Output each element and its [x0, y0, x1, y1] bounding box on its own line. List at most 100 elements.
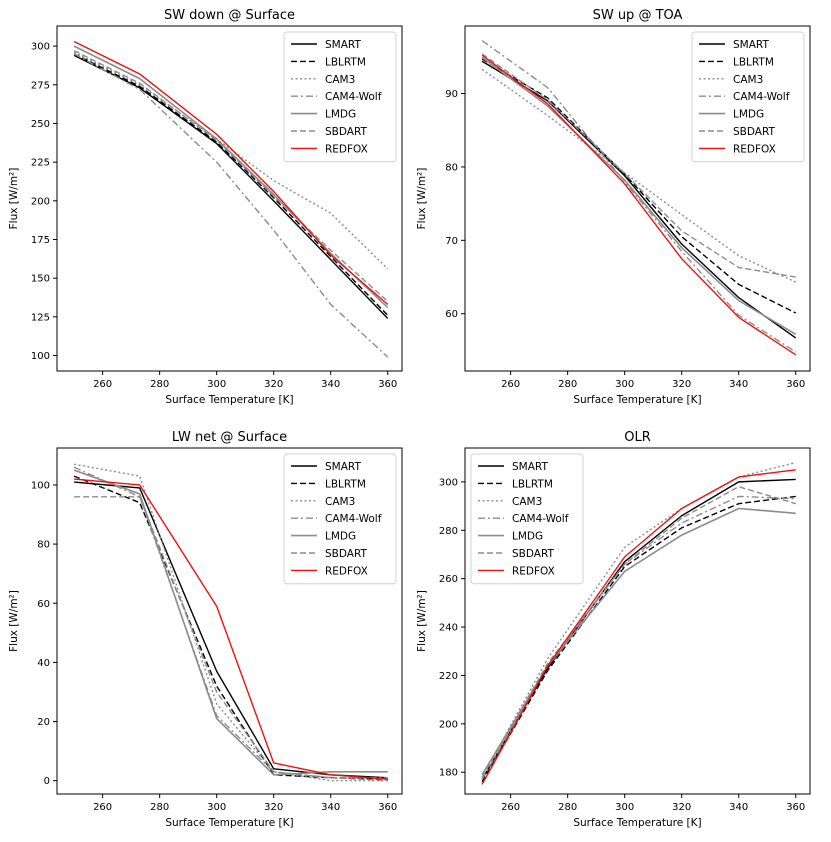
- sw-up-toa-ytick-label: 90: [445, 89, 458, 100]
- lw-net-surface-xtick-label: 280: [150, 802, 169, 813]
- sw-up-toa-xtick-label: 320: [672, 379, 691, 390]
- lw-net-surface-ytick-label: 80: [37, 540, 50, 551]
- olr-ytick-label: 180: [439, 768, 458, 779]
- olr-line-lmdg: [481, 507, 796, 776]
- lw-net-surface-ytick-label: 100: [31, 480, 50, 491]
- sw-down-surface-ytick-label: 175: [31, 235, 50, 246]
- olr-legend-label-cam3: CAM3: [512, 496, 542, 508]
- sw-up-toa-legend-label-lblrtm: LBLRTM: [733, 56, 774, 68]
- sw-down-surface-line-smart: [73, 54, 389, 319]
- olr-legend-box: [470, 453, 584, 585]
- sw-down-surface-xlabel: Surface Temperature [K]: [165, 394, 293, 406]
- sw-down-surface-series-group: [73, 40, 389, 358]
- sw-down-surface-legend: SMART LBLRTM CAM3 CAM4-Wolf LMDG SBDART REDFOX: [283, 31, 397, 163]
- lw-net-surface-xlabel: Surface Temperature [K]: [165, 817, 293, 829]
- lw-net-surface-ylabel: Flux [W/m²]: [8, 590, 20, 652]
- sw-down-surface-xtick-label: 340: [321, 379, 340, 390]
- olr-ytick-label: 200: [439, 719, 458, 730]
- sw-down-surface-xtick-label: 300: [207, 379, 226, 390]
- sw-up-toa-xlabel: Surface Temperature [K]: [573, 394, 701, 406]
- sw-up-toa-ytick-label: 70: [445, 236, 458, 247]
- sw-down-surface-line-lblrtm: [73, 53, 389, 316]
- olr-xtick-label: 320: [672, 802, 691, 813]
- olr-legend-label-sbdart: SBDART: [512, 548, 554, 560]
- lw-net-surface-line-cam3: [73, 463, 388, 782]
- lw-net-surface-ytick-label: 20: [37, 717, 50, 728]
- sw-down-surface-axes-frame: [56, 25, 403, 372]
- olr-xtick-label: 360: [786, 802, 805, 813]
- sw-up-toa-line-redfox: [481, 54, 797, 356]
- olr-legend-label-smart: SMART: [512, 461, 548, 473]
- sw-up-toa-xtick-label: 360: [786, 379, 805, 390]
- olr-ylabel: Flux [W/m²]: [416, 590, 428, 652]
- olr-xtick-label: 260: [501, 802, 520, 813]
- lw-net-surface-legend-label-smart: SMART: [325, 461, 361, 473]
- olr-title: OLR: [624, 430, 651, 445]
- sw-up-toa-line-lblrtm: [481, 58, 797, 314]
- olr-xtick-label: 300: [615, 802, 634, 813]
- sw-down-surface-legend-label-lmdg: LMDG: [325, 109, 356, 121]
- olr-line-redfox: [481, 469, 796, 785]
- olr-legend-label-lmdg: LMDG: [512, 531, 543, 543]
- lw-net-surface-legend-label-lmdg: LMDG: [325, 531, 356, 543]
- sw-up-toa-xtick-label: 280: [558, 379, 577, 390]
- olr-ytick-label: 300: [439, 477, 458, 488]
- sw-up-toa-line-cam3: [481, 68, 797, 283]
- sw-up-toa-line-smart: [481, 60, 797, 339]
- olr-ytick-label: 280: [439, 526, 458, 537]
- sw-up-toa-xtick-label: 340: [729, 379, 748, 390]
- lw-net-surface-xtick-label: 300: [207, 802, 226, 813]
- lw-net-surface-ytick-label: 40: [37, 658, 50, 669]
- lw-net-surface-line-redfox: [74, 478, 388, 780]
- olr-panel: OLR 260 280 300 320 340 360 180 200 220 240 260 280 3…: [416, 430, 811, 829]
- olr-ytick-label: 260: [439, 574, 458, 585]
- sw-down-surface-xtick-label: 260: [93, 379, 112, 390]
- sw-down-surface-xtick-label: 360: [378, 379, 397, 390]
- sw-down-surface-panel: SW down @ Surface 260 280 300 320 340 360 100 12…: [8, 8, 403, 406]
- sw-down-surface-legend-label-cam3: CAM3: [325, 74, 355, 86]
- sw-down-surface-line-cam4-wolf: [73, 53, 389, 358]
- sw-down-surface-ytick-label: 200: [31, 196, 50, 207]
- sw-down-surface-ytick-label: 100: [31, 351, 50, 362]
- lw-net-surface-legend-label-cam4-wolf: CAM4-Wolf: [325, 513, 382, 525]
- sw-up-toa-legend: SMART LBLRTM CAM3 CAM4-Wolf LMDG SBDART REDFOX: [691, 31, 805, 163]
- sw-up-toa-ylabel: Flux [W/m²]: [416, 168, 428, 230]
- olr-series-group: [481, 461, 796, 785]
- olr-line-sbdart: [481, 486, 796, 778]
- sw-down-surface-ytick-label: 250: [31, 119, 50, 130]
- sw-down-surface-legend-label-cam4-wolf: CAM4-Wolf: [325, 91, 382, 103]
- olr-legend: SMART LBLRTM CAM3 CAM4-Wolf LMDG SBDART REDFOX: [470, 453, 584, 585]
- olr-line-cam3: [481, 461, 796, 778]
- sw-down-surface-ytick-label: 150: [31, 274, 50, 285]
- sw-up-toa-panel: SW up @ TOA 260 280 300 320 340 360 60 70 80 90 Sur…: [416, 8, 811, 406]
- olr-legend-label-lblrtm: LBLRTM: [512, 478, 553, 490]
- sw-down-surface-line-redfox: [73, 40, 389, 306]
- sw-up-toa-legend-label-smart: SMART: [733, 39, 769, 51]
- olr-xtick-label: 280: [558, 802, 577, 813]
- olr-ytick-label: 220: [439, 671, 458, 682]
- lw-net-surface-legend-label-lblrtm: LBLRTM: [325, 478, 366, 490]
- sw-up-toa-legend-label-lmdg: LMDG: [733, 109, 764, 121]
- lw-net-surface-xtick-label: 360: [378, 802, 397, 813]
- sw-down-surface-ytick-label: 125: [31, 312, 50, 323]
- sw-down-surface-title: SW down @ Surface: [164, 8, 295, 23]
- lw-net-surface-axes-frame: [56, 447, 403, 795]
- lw-net-surface-xtick-label: 260: [93, 802, 112, 813]
- lw-net-surface-line-sbdart: [74, 496, 388, 782]
- sw-down-surface-xtick-label: 320: [264, 379, 283, 390]
- sw-up-toa-legend-label-cam4-wolf: CAM4-Wolf: [733, 91, 790, 103]
- sw-up-toa-legend-label-cam3: CAM3: [733, 74, 763, 86]
- sw-down-surface-xtick-label: 280: [150, 379, 169, 390]
- lw-net-surface-panel: LW net @ Surface 260 280 300 320 340 360 0 20 40 6…: [8, 430, 403, 829]
- lw-net-surface-legend-label-redfox: REDFOX: [325, 565, 368, 577]
- sw-up-toa-xtick-label: 260: [501, 379, 520, 390]
- sw-down-surface-legend-label-redfox: REDFOX: [325, 143, 368, 155]
- lw-net-surface-series-group: [73, 463, 388, 782]
- olr-legend-label-redfox: REDFOX: [512, 565, 555, 577]
- sw-up-toa-legend-box: [691, 31, 805, 163]
- sw-down-surface-ytick-label: 275: [31, 80, 50, 91]
- sw-up-toa-title: SW up @ TOA: [593, 8, 683, 23]
- olr-line-lblrtm: [481, 495, 796, 783]
- olr-ytick-label: 240: [439, 623, 458, 634]
